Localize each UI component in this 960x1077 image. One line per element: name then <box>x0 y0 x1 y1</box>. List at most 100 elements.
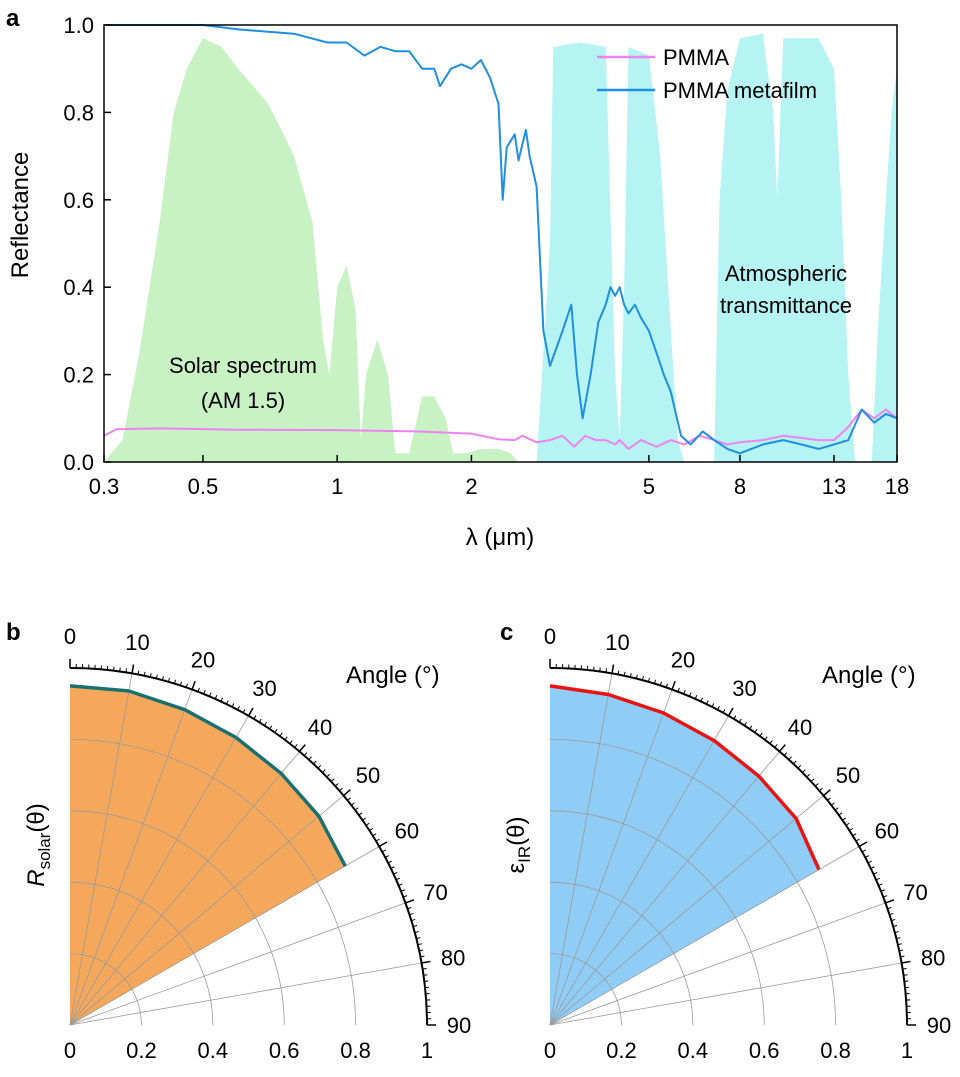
x-tick-label: 5 <box>643 474 655 499</box>
angle-minor-tick <box>647 677 650 682</box>
angle-tick-label: 0 <box>64 624 76 649</box>
radial-tick-label: 0.8 <box>820 1038 851 1063</box>
angle-minor-tick <box>689 692 692 697</box>
x-tick-label: 2 <box>465 474 477 499</box>
legend: PMMA PMMA metafilm <box>597 45 817 103</box>
angle-minor-tick <box>893 925 898 928</box>
polar-grid-circle <box>549 810 765 1026</box>
angle-minor-tick <box>242 709 246 714</box>
angle-minor-tick <box>422 968 427 970</box>
angle-minor-tick <box>764 736 768 741</box>
y-axis-ticks: 0.0 0.2 0.4 0.6 0.8 1.0 <box>63 13 111 475</box>
angle-minor-tick <box>334 783 339 787</box>
angle-tick-label: 90 <box>447 1013 471 1038</box>
angle-minor-tick <box>783 752 788 756</box>
angle-minor-tick <box>717 706 720 711</box>
angle-minor-tick <box>369 827 374 831</box>
angle-major-tick <box>191 680 196 690</box>
angle-minor-tick <box>279 732 283 737</box>
y-tick-label: 0.0 <box>63 450 94 475</box>
polar-chart-ir: Angle (°) εIR(θ) 0 10 20 30 40 50 60 70 80 90 0 0.2… <box>503 624 951 1063</box>
polar-grid-spoke <box>549 751 780 1026</box>
angle-minor-tick <box>161 676 164 681</box>
angle-minor-tick <box>694 695 698 700</box>
angle-minor-tick <box>788 756 792 761</box>
angle-minor-tick <box>733 715 737 720</box>
x-tick-label: 8 <box>734 474 746 499</box>
polar-grid-spoke <box>549 689 673 1026</box>
angle-minor-tick <box>617 670 620 675</box>
plot-frame <box>103 24 898 463</box>
angle-minor-tick <box>220 697 224 702</box>
angle-minor-tick <box>887 906 892 910</box>
x-tick-label: 13 <box>822 474 846 499</box>
angle-minor-tick <box>308 756 312 761</box>
angle-minor-tick <box>842 817 847 821</box>
angle-minor-tick <box>802 769 806 773</box>
angle-minor-tick <box>231 703 235 708</box>
polar-grid-circle <box>69 881 214 1026</box>
y-label-c-tail: (θ) <box>503 816 530 845</box>
angle-minor-tick <box>303 752 308 756</box>
angle-tick-label: 60 <box>395 819 419 844</box>
y-label-b-tail: (θ) <box>23 803 50 832</box>
angle-label-b: Angle (°) <box>346 662 440 689</box>
angle-minor-tick <box>834 807 839 811</box>
y-label-c-sub: IR <box>515 846 534 863</box>
angle-minor-tick <box>416 937 421 940</box>
atmospheric-transmittance-area <box>536 33 897 462</box>
radial-tick-label: 0.4 <box>678 1038 709 1063</box>
angle-minor-tick <box>358 812 363 816</box>
angle-minor-tick <box>641 676 644 681</box>
angle-minor-tick <box>381 849 386 853</box>
y-label-c: εIR(θ) <box>503 816 534 873</box>
angle-minor-tick <box>711 703 715 708</box>
solar-spectrum-area <box>104 38 519 462</box>
series-line-pmma <box>103 408 898 450</box>
angle-minor-tick <box>806 773 811 778</box>
panel-label-a: a <box>6 5 20 32</box>
polar-data-line <box>69 684 347 867</box>
polar-data-line <box>549 684 821 871</box>
polar-grid-circle <box>69 953 142 1026</box>
angle-tick-label: 50 <box>356 763 380 788</box>
polar-grid-spoke <box>69 962 422 1026</box>
angle-minor-tick <box>849 827 854 831</box>
polar-grid-spoke <box>69 689 193 1026</box>
polar-grid-spoke <box>69 902 406 1026</box>
angle-tick-label: 60 <box>875 819 899 844</box>
angle-minor-tick <box>185 683 189 688</box>
angle-minor-tick <box>653 679 657 684</box>
angle-minor-tick <box>119 667 121 672</box>
angle-minor-tick <box>258 718 262 723</box>
angle-minor-tick <box>831 802 835 806</box>
polar-grid-spoke <box>69 673 133 1026</box>
angle-minor-tick <box>659 681 663 686</box>
angle-minor-tick <box>411 918 416 922</box>
angle-minor-tick <box>838 812 843 816</box>
y-label-b-main: R <box>23 869 50 886</box>
radial-tick-label: 0.4 <box>198 1038 229 1063</box>
angle-major-tick <box>858 841 868 848</box>
legend-label-pmma: PMMA <box>663 45 729 70</box>
angle-major-tick <box>671 680 676 690</box>
angle-minor-tick <box>880 889 885 892</box>
angle-minor-tick <box>855 838 860 842</box>
angle-minor-tick <box>706 700 709 705</box>
angle-minor-tick <box>749 725 753 730</box>
angle-tick-label: 30 <box>732 676 756 701</box>
angle-minor-tick <box>873 871 878 875</box>
angle-minor-tick <box>793 760 797 765</box>
angle-minor-tick <box>861 849 866 853</box>
angle-minor-tick <box>387 860 392 864</box>
angle-minor-tick <box>398 883 403 886</box>
angle-minor-tick <box>883 895 888 898</box>
y-tick-label: 0.4 <box>63 275 94 300</box>
y-label-c-main: ε <box>503 863 530 874</box>
angle-major-tick <box>885 899 895 904</box>
x-tick-label: 0.5 <box>188 474 219 499</box>
angle-minor-tick <box>179 681 183 686</box>
angle-minor-tick <box>197 687 200 692</box>
angle-minor-tick <box>390 866 395 869</box>
angle-minor-tick <box>700 697 704 702</box>
